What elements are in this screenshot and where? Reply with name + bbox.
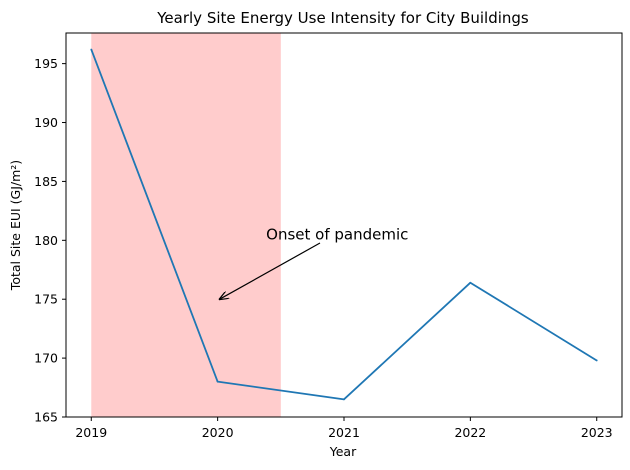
x-tick-label: 2020	[202, 425, 234, 440]
data-point	[343, 398, 345, 401]
y-tick-label: 190	[34, 115, 58, 130]
data-point	[90, 48, 93, 51]
y-axis-label: Total Site EUI (GJ/m²)	[8, 160, 23, 291]
x-tick-label: 2023	[581, 425, 613, 440]
data-point	[469, 281, 472, 284]
y-tick-label: 180	[34, 233, 58, 248]
y-tick-label: 185	[34, 174, 58, 189]
y-tick-label: 165	[34, 410, 58, 425]
x-tick-label: 2021	[328, 425, 360, 440]
annotation-text: Onset of pandemic	[266, 225, 408, 243]
y-tick-label: 170	[34, 351, 58, 366]
x-tick-label: 2022	[454, 425, 486, 440]
x-axis: 2019 2020 2021 2022 2023	[75, 417, 613, 440]
chart-title: Yearly Site Energy Use Intensity for Cit…	[156, 9, 529, 27]
shaded-region	[91, 33, 281, 417]
y-tick-label: 175	[34, 292, 58, 307]
x-tick-label: 2019	[75, 425, 107, 440]
data-point	[216, 380, 219, 383]
y-axis: 165 170 175 180 185 190 195	[34, 56, 66, 425]
x-axis-label: Year	[329, 444, 357, 459]
annotation-arrow	[220, 242, 321, 299]
data-point	[595, 359, 598, 362]
y-tick-label: 195	[34, 56, 58, 71]
